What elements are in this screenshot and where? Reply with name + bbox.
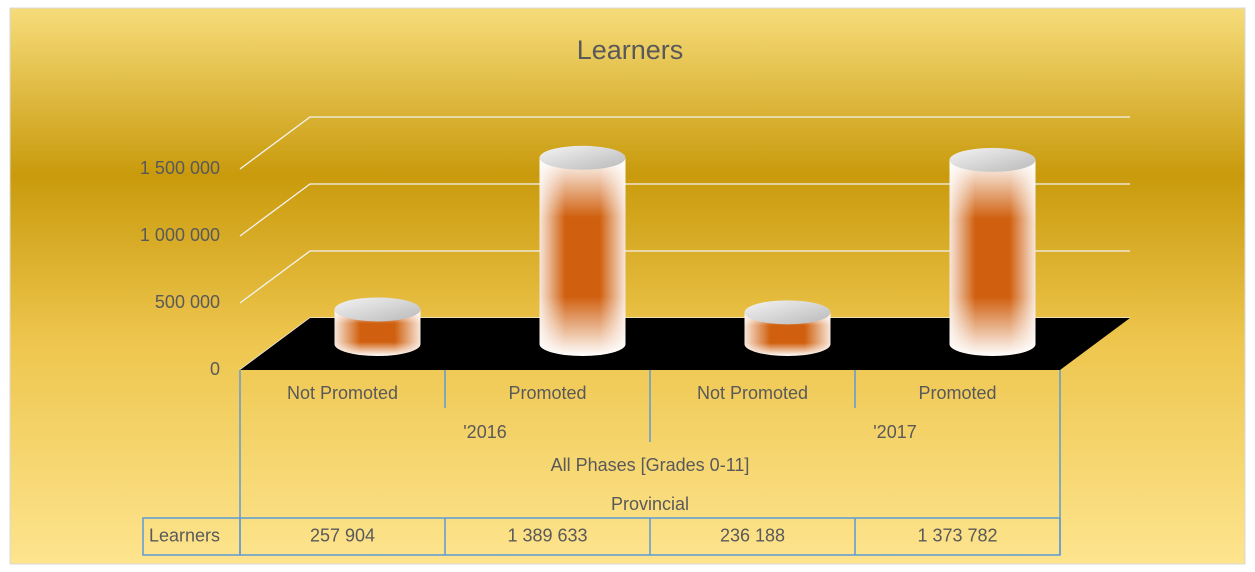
x-tick-label: Promoted (918, 383, 996, 403)
table-value: 1 389 633 (507, 525, 587, 545)
grid-line (239, 250, 1130, 304)
x-tick-label: Not Promoted (697, 383, 808, 403)
group-label: Provincial (611, 494, 689, 514)
chart-title: Learners (577, 35, 684, 65)
cylinder-shade (744, 312, 831, 356)
x-tick-label: Promoted (508, 383, 586, 403)
cylinder-top (539, 145, 626, 170)
x-tick-label: Not Promoted (287, 383, 398, 403)
y-tick-label: 0 (210, 359, 220, 379)
grid-line (239, 116, 1130, 170)
chart-background (9, 7, 1246, 565)
cylinder-top (744, 300, 831, 325)
cylinder-shade (949, 159, 1036, 356)
group-label: '2017 (873, 422, 916, 442)
table-value: 257 904 (310, 525, 375, 545)
cylinder-shade (539, 157, 626, 356)
table-row (142, 517, 1061, 556)
cylinder-top (334, 297, 421, 322)
table-value: 236 188 (720, 525, 785, 545)
cylinder-shade (334, 309, 421, 356)
table-row-header: Learners (149, 525, 220, 545)
y-tick-label: 500 000 (155, 292, 220, 312)
group-label: '2016 (463, 422, 506, 442)
y-tick-label: 1 500 000 (140, 158, 220, 178)
table-value: 1 373 782 (917, 525, 997, 545)
grid-line (239, 183, 1130, 237)
floor (240, 318, 1130, 370)
y-tick-label: 1 000 000 (140, 225, 220, 245)
group-label: All Phases [Grades 0-11] (551, 455, 750, 475)
cylinder-top (949, 147, 1036, 172)
